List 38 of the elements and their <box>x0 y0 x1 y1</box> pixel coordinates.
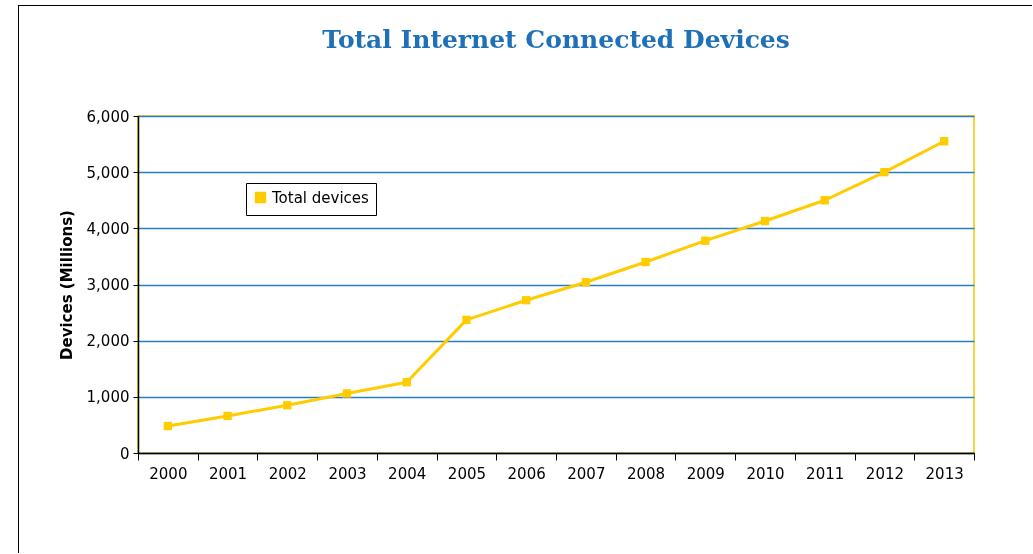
x-tick-label: 2005 <box>447 464 487 483</box>
y-tick-label: 5,000 <box>86 163 130 182</box>
point <box>521 296 531 305</box>
x-tick-label: 2008 <box>626 464 666 483</box>
point <box>760 216 770 226</box>
y-tick-label: 2,000 <box>86 332 130 351</box>
x-tick-label: 2007 <box>567 464 606 483</box>
y-tick-label: 6,000 <box>86 107 130 126</box>
y-tick-label: 3,000 <box>86 276 130 294</box>
x-tick-label: 2004 <box>388 464 427 483</box>
point <box>163 421 173 431</box>
point <box>342 389 352 398</box>
point <box>581 278 591 287</box>
x-tick-label: 2003 <box>328 464 367 483</box>
point <box>939 137 949 146</box>
chart-title: Total Internet Connected Devices <box>322 25 790 54</box>
point <box>223 411 232 421</box>
y-tick-label: 1,000 <box>86 388 130 407</box>
y-tick-label: 4,000 <box>86 219 130 238</box>
point <box>462 315 471 325</box>
legend-label: Total devices <box>271 188 370 207</box>
y-tick-label: 0 <box>119 444 130 463</box>
point <box>402 378 411 387</box>
x-tick-label: 2013 <box>925 464 964 483</box>
y-axis-title: Devices (Millions) <box>57 210 76 360</box>
x-tick-label: 2001 <box>208 464 248 483</box>
point <box>701 236 710 245</box>
point <box>283 401 292 410</box>
x-tick-label: 2011 <box>806 464 845 483</box>
x-tick-label: 2012 <box>865 464 905 483</box>
x-tick-label: 2002 <box>268 464 307 483</box>
point <box>641 257 650 267</box>
x-tick-label: 2000 <box>149 464 188 483</box>
point <box>820 196 829 205</box>
point <box>880 167 889 177</box>
x-tick-label: 2006 <box>507 464 546 483</box>
x-tick-label: 2010 <box>746 464 785 483</box>
x-tick-label: 2009 <box>686 464 725 483</box>
